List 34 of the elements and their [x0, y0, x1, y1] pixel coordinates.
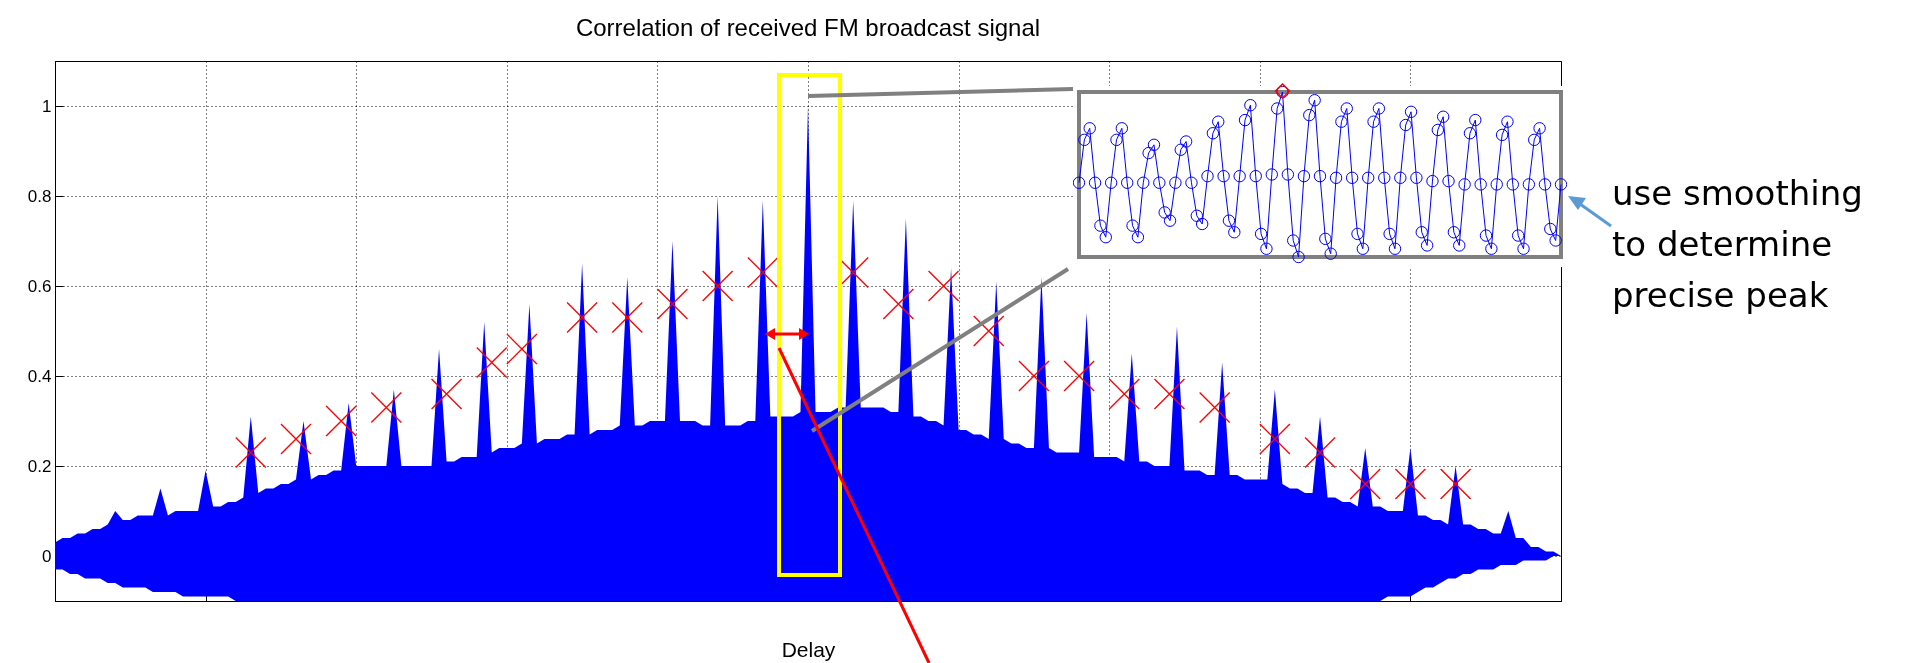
y-tick-label: 0.4: [27, 366, 52, 386]
point: [280, 423, 312, 455]
y-tick-label: 0.8: [27, 186, 52, 206]
point: [325, 405, 357, 437]
point: [701, 270, 734, 302]
point: [1153, 378, 1186, 410]
point: [1018, 360, 1050, 392]
y-tick-label: 0.2: [27, 456, 52, 476]
point: [1439, 468, 1472, 500]
text: use smoothing to determine precise peak: [1612, 172, 1864, 317]
point: [747, 256, 779, 289]
point: [370, 391, 402, 424]
point: [927, 270, 960, 302]
point: [882, 288, 915, 320]
point: [1108, 378, 1140, 410]
point: [1394, 468, 1427, 500]
y-tick-label: 1: [42, 96, 52, 116]
point: [1304, 436, 1336, 469]
point: [476, 346, 508, 379]
chart-title: Correlation of received FM broadcast signal: [575, 14, 1041, 41]
point: [656, 288, 689, 320]
point: [1349, 468, 1381, 500]
point: [430, 378, 463, 410]
point: [1259, 423, 1291, 455]
point: [566, 301, 598, 334]
point: [235, 436, 267, 469]
point: [506, 333, 538, 365]
point: [973, 315, 1005, 347]
point: [1063, 360, 1095, 392]
x-axis-title: Delay: [781, 638, 836, 661]
y-tick-label: 0.6: [27, 276, 52, 296]
point: [611, 301, 643, 334]
point: [1198, 391, 1231, 424]
y-tick-label: 0: [42, 546, 52, 566]
